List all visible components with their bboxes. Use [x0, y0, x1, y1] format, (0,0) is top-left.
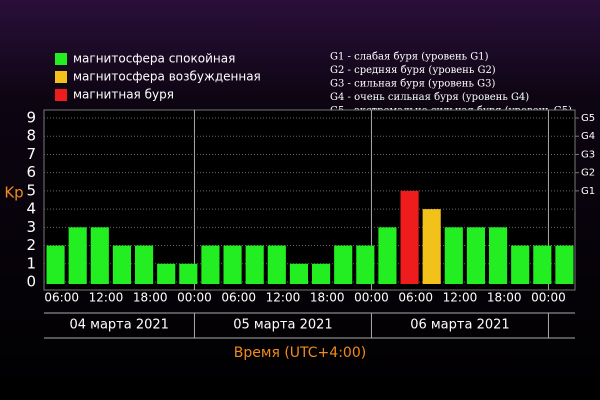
bar	[356, 245, 375, 284]
bar	[90, 227, 109, 284]
bar	[267, 245, 286, 284]
y2-tick-label: G1	[581, 186, 595, 197]
bar	[179, 263, 198, 284]
y-tick-label: 5	[26, 181, 36, 199]
y-tick-label: 3	[26, 218, 36, 236]
storm-legend-label: G2 - средняя буря (уровень G2)	[330, 65, 496, 76]
bar	[334, 245, 353, 284]
y-tick-label: 2	[26, 236, 36, 254]
y-tick-label: 8	[26, 127, 36, 145]
day-label: 04 марта 2021	[69, 318, 168, 333]
legend-swatch	[55, 71, 67, 83]
bar	[400, 190, 419, 284]
x-tick-label: 18:00	[133, 291, 168, 305]
x-axis-label: Время (UTC+4:00)	[234, 345, 366, 361]
bar	[112, 245, 131, 284]
bar	[157, 263, 176, 284]
bar	[312, 263, 331, 284]
bar	[245, 245, 264, 284]
bar	[68, 227, 87, 284]
y-tick-label: 9	[26, 109, 36, 127]
y-tick-label: 6	[26, 163, 36, 181]
y-tick-label: 4	[26, 200, 36, 218]
x-tick-label: 00:00	[531, 291, 566, 305]
legend-swatch	[55, 89, 67, 101]
y-axis-label: Kp	[4, 184, 23, 202]
bar	[46, 245, 65, 284]
bar	[444, 227, 463, 284]
y-tick-label: 7	[26, 145, 36, 163]
bar	[466, 227, 485, 284]
x-tick-label: 00:00	[354, 291, 389, 305]
day-label: 06 марта 2021	[410, 318, 509, 333]
y2-tick-label: G5	[581, 113, 595, 124]
bar	[555, 245, 574, 284]
legend-label: магнитосфера возбужденная	[73, 70, 261, 84]
legend-label: магнитосфера спокойная	[73, 52, 235, 66]
storm-legend-label: G3 - сильная буря (уровень G3)	[330, 79, 495, 90]
y2-tick-label: G4	[581, 131, 595, 142]
bar	[422, 209, 441, 284]
y-tick-label: 1	[26, 254, 36, 272]
bar	[533, 245, 552, 284]
bar	[511, 245, 530, 284]
x-tick-label: 12:00	[266, 291, 301, 305]
legend-label: магнитная буря	[73, 88, 174, 102]
bar	[489, 227, 508, 284]
legend-swatch	[55, 53, 67, 65]
y2-tick-label: G3	[581, 149, 595, 160]
bar	[378, 227, 397, 284]
bar	[289, 263, 308, 284]
x-tick-label: 06:00	[398, 291, 433, 305]
x-tick-label: 06:00	[221, 291, 256, 305]
plot-area	[43, 109, 576, 291]
x-tick-label: 12:00	[89, 291, 124, 305]
x-tick-label: 18:00	[310, 291, 345, 305]
x-tick-label: 18:00	[487, 291, 522, 305]
bar	[201, 245, 220, 284]
x-tick-label: 00:00	[177, 291, 212, 305]
storm-legend-label: G4 - очень сильная буря (уровень G4)	[330, 92, 529, 103]
day-label: 05 марта 2021	[233, 318, 332, 333]
x-tick-label: 06:00	[44, 291, 79, 305]
bar	[223, 245, 242, 284]
y2-tick-label: G2	[581, 168, 595, 179]
storm-legend-label: G1 - слабая буря (уровень G1)	[330, 52, 489, 63]
bar	[135, 245, 154, 284]
y-tick-label: 0	[26, 273, 36, 291]
x-tick-label: 12:00	[443, 291, 478, 305]
